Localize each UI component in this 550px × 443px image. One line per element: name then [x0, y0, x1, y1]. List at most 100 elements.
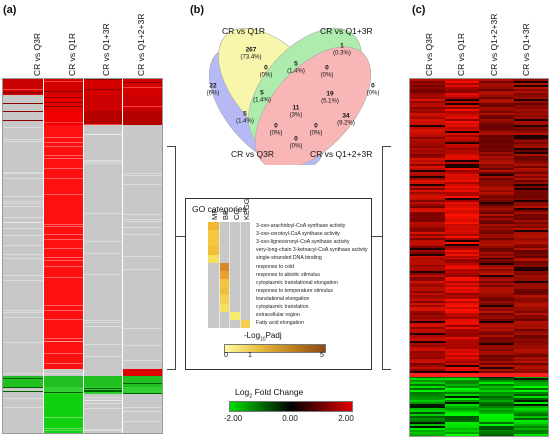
heatmap-row — [3, 397, 43, 399]
heatmap-cell — [513, 130, 548, 134]
heatmap-cell — [410, 352, 445, 356]
heatmap-cell — [410, 211, 445, 215]
heatmap-cell — [410, 406, 445, 409]
heatmap-cell — [410, 192, 445, 195]
heatmap-cell — [479, 247, 514, 251]
heatmap-cell — [444, 362, 479, 366]
heatmap-cell — [444, 249, 479, 253]
heatmap-row — [82, 273, 123, 275]
heatmap-row — [42, 145, 83, 147]
heatmap-cell — [479, 92, 514, 96]
heatmap-cell — [513, 420, 548, 423]
heatmap-cell — [479, 122, 514, 126]
heatmap-cell — [479, 410, 514, 413]
heatmap-cell — [410, 283, 445, 286]
heatmap-cell — [444, 342, 479, 346]
heatmap-cell — [444, 134, 479, 137]
heatmap-cell — [513, 156, 548, 159]
heatmap-row — [42, 106, 83, 108]
heatmap-cell — [444, 80, 479, 84]
heatmap-cell — [444, 217, 479, 221]
heatmap-cell — [513, 336, 548, 340]
go-grid-line — [239, 222, 241, 328]
heatmap-cell — [513, 219, 548, 223]
heatmap-cell — [410, 174, 445, 177]
heatmap-cell — [444, 188, 479, 191]
heatmap-cell — [444, 265, 479, 268]
heatmap-cell — [479, 198, 514, 201]
heatmap-row — [42, 167, 83, 169]
heatmap-cell — [410, 301, 445, 304]
heatmap-cell — [479, 164, 514, 167]
heatmap-cell — [479, 382, 514, 385]
heatmap-cell — [479, 283, 514, 286]
venn-region-q3r-q13r-q123r: 0 (0%) — [309, 122, 323, 136]
heatmap-cell — [410, 309, 445, 312]
heatmap-cell — [410, 164, 445, 167]
heatmap-cell — [479, 199, 514, 203]
heatmap-cell — [479, 332, 514, 336]
heatmap-cell — [410, 277, 445, 280]
heatmap-block — [3, 394, 43, 433]
heatmap-cell — [444, 394, 479, 397]
heatmap-cell — [513, 239, 548, 243]
heatmap-cell — [444, 102, 479, 106]
heatmap-cell — [513, 180, 548, 183]
heatmap-cell — [513, 172, 548, 175]
heatmap-cell — [444, 90, 479, 94]
venn-label-q1r: CR vs Q1R — [222, 26, 265, 36]
go-cell — [208, 230, 219, 239]
heatmap-cell — [513, 414, 548, 417]
heatmap-cell — [513, 192, 548, 195]
heatmap-cell — [479, 116, 514, 120]
heatmap-cell — [479, 160, 514, 163]
heatmap-row — [3, 310, 43, 312]
heatmap-cell — [479, 138, 514, 141]
heatmap-cell — [410, 346, 445, 350]
heatmap-cell — [513, 249, 548, 253]
heatmap-cell — [479, 86, 514, 90]
heatmap-cell — [513, 217, 548, 221]
heatmap-cell — [479, 398, 514, 401]
heatmap-cell — [444, 209, 479, 213]
heatmap-cell — [410, 384, 445, 387]
heatmap-cell — [513, 263, 548, 266]
heatmap-cell — [479, 156, 514, 159]
heatmap-cell — [410, 247, 445, 251]
heatmap-row — [3, 253, 43, 255]
heatmap-cell — [479, 360, 514, 364]
heatmap-block — [122, 94, 162, 111]
heatmap-cell — [513, 188, 548, 191]
heatmap-cell — [444, 251, 479, 255]
heatmap-cell — [410, 396, 445, 399]
heatmap-cell — [410, 303, 445, 306]
heatmap-cell — [479, 196, 514, 199]
heatmap-cell — [513, 211, 548, 215]
heatmap-cell — [479, 303, 514, 306]
go-categories-panel: GO categories MF BP CC KEGG 3-oxo-arachi… — [185, 198, 372, 370]
heatmap-block — [82, 376, 123, 387]
heatmap-row — [3, 316, 43, 318]
heatmap-cell — [479, 328, 514, 332]
heatmap-row — [3, 280, 43, 282]
heatmap-cell — [410, 404, 445, 407]
heatmap-cell — [479, 394, 514, 397]
heatmap-cell — [479, 408, 514, 411]
heatmap-cell — [479, 336, 514, 340]
heatmap-cell — [444, 277, 479, 280]
go-cell — [208, 254, 219, 263]
heatmap-row — [3, 110, 43, 112]
heatmap-cell — [410, 251, 445, 255]
heatmap-cell — [410, 380, 445, 383]
heatmap-cell — [410, 295, 445, 298]
heatmap-cell — [410, 199, 445, 203]
heatmap-cell — [479, 352, 514, 356]
heatmap-cell — [410, 142, 445, 145]
heatmap-cell — [410, 318, 445, 322]
heatmap-cell — [479, 108, 514, 112]
heatmap-block — [3, 369, 43, 377]
heatmap-block — [42, 386, 83, 395]
heatmap-cell — [513, 205, 548, 209]
heatmap-cell — [513, 392, 548, 395]
heatmap-cell — [479, 207, 514, 211]
